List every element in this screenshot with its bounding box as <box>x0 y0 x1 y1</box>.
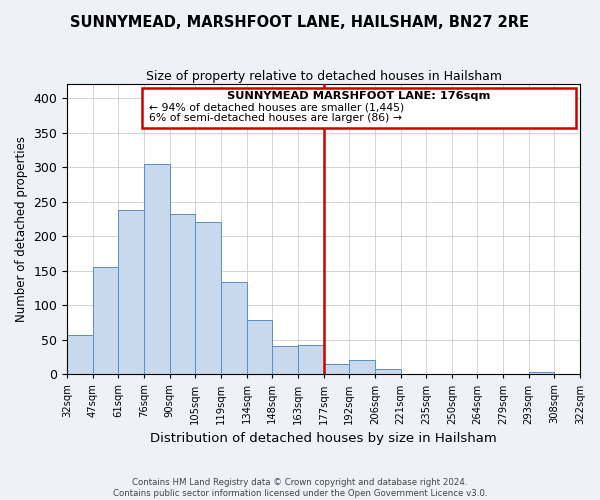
X-axis label: Distribution of detached houses by size in Hailsham: Distribution of detached houses by size … <box>150 432 497 445</box>
Text: SUNNYMEAD MARSHFOOT LANE: 176sqm: SUNNYMEAD MARSHFOOT LANE: 176sqm <box>227 91 491 101</box>
Text: 6% of semi-detached houses are larger (86) →: 6% of semi-detached houses are larger (8… <box>149 113 402 123</box>
Bar <box>529 372 554 374</box>
FancyBboxPatch shape <box>142 88 576 128</box>
Bar <box>118 210 144 374</box>
Bar <box>272 346 298 374</box>
Text: ← 94% of detached houses are smaller (1,445): ← 94% of detached houses are smaller (1,… <box>149 103 404 113</box>
Bar <box>170 214 196 374</box>
Text: SUNNYMEAD, MARSHFOOT LANE, HAILSHAM, BN27 2RE: SUNNYMEAD, MARSHFOOT LANE, HAILSHAM, BN2… <box>71 15 530 30</box>
Bar <box>93 267 118 374</box>
Bar <box>298 344 323 374</box>
Bar <box>67 335 93 374</box>
Bar <box>323 364 349 374</box>
Bar <box>247 320 272 374</box>
Text: Contains HM Land Registry data © Crown copyright and database right 2024.
Contai: Contains HM Land Registry data © Crown c… <box>113 478 487 498</box>
Title: Size of property relative to detached houses in Hailsham: Size of property relative to detached ho… <box>146 70 502 83</box>
Y-axis label: Number of detached properties: Number of detached properties <box>15 136 28 322</box>
Bar <box>144 164 170 374</box>
Bar <box>221 282 247 374</box>
Bar <box>196 222 221 374</box>
Bar <box>375 370 401 374</box>
Bar <box>349 360 375 374</box>
